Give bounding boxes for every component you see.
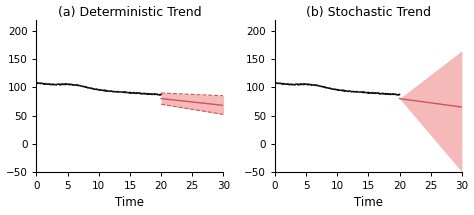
X-axis label: Time: Time (354, 197, 383, 209)
Title: (a) Deterministic Trend: (a) Deterministic Trend (58, 6, 202, 18)
X-axis label: Time: Time (116, 197, 145, 209)
Title: (b) Stochastic Trend: (b) Stochastic Trend (306, 6, 431, 18)
